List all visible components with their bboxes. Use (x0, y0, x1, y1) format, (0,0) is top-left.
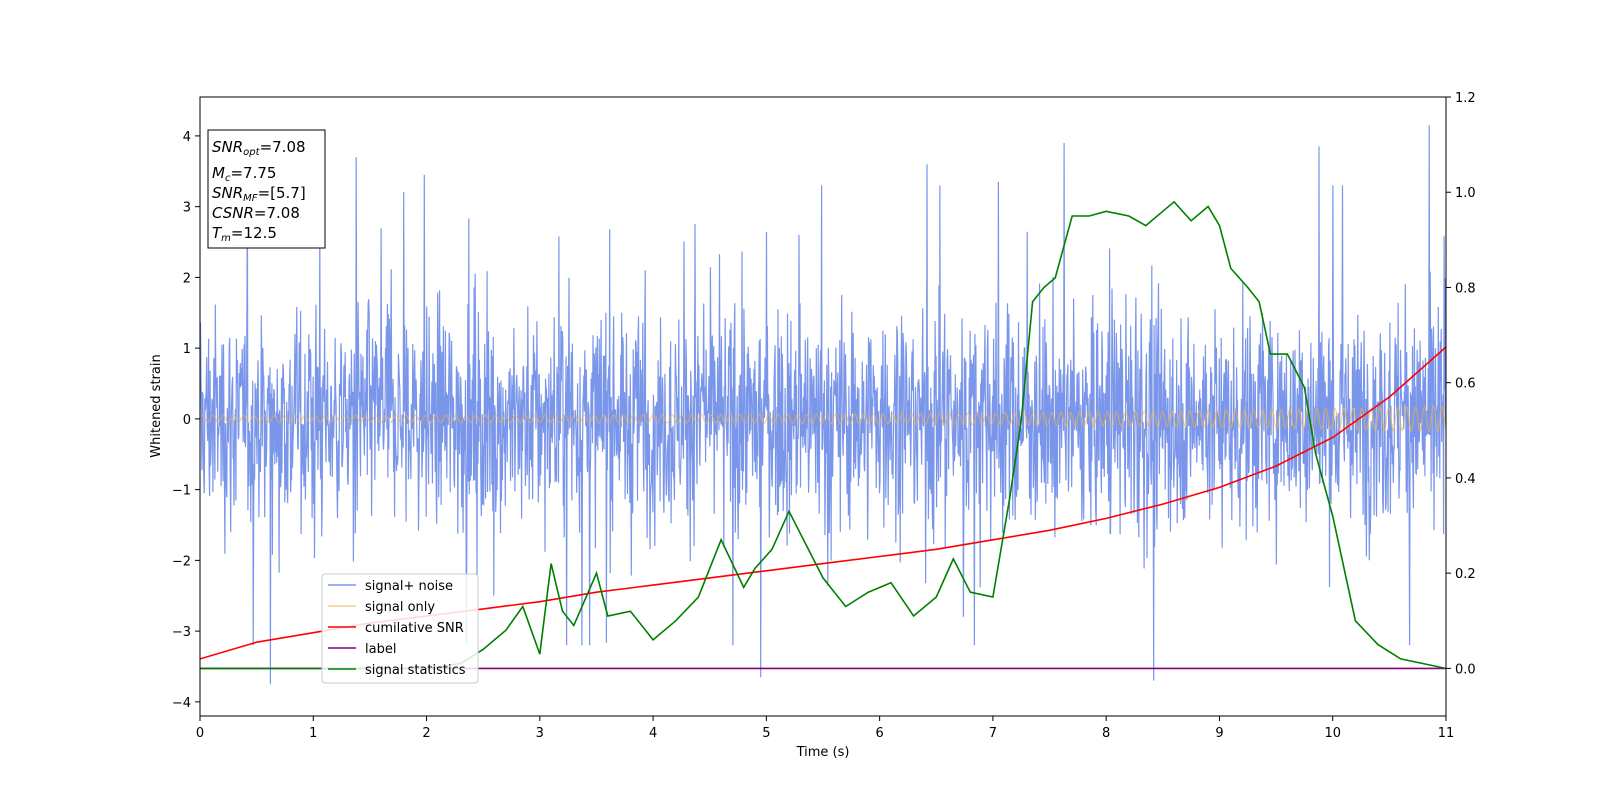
y-axis-right: 0.0 0.2 0.4 0.6 0.8 1.0 1.2 (1446, 91, 1476, 677)
x-tick-label: 0 (196, 726, 204, 741)
y2-tick-label: 0.6 (1455, 377, 1476, 392)
y2-tick-label: 0.8 (1455, 281, 1476, 296)
y-tick-label: −1 (172, 484, 191, 499)
legend-label-cumulative-snr: cumilative SNR (365, 621, 464, 636)
y2-tick-label: 0.0 (1455, 662, 1476, 677)
x-tick-label: 4 (649, 726, 657, 741)
y2-tick-label: 0.4 (1455, 472, 1476, 487)
x-tick-label: 8 (1102, 726, 1110, 741)
x-tick-label: 5 (762, 726, 770, 741)
y-tick-label: 1 (183, 342, 191, 357)
legend: signal+ noise signal only cumilative SNR… (321, 573, 479, 684)
annotation-box: SNRopt=7.08 Mc=7.75 SNRMF=[5.7] CSNR=7.0… (207, 129, 326, 249)
y-tick-label: 0 (183, 413, 191, 428)
y-axis-left: −4 −3 −2 −1 0 1 2 3 4 (172, 130, 200, 711)
y-tick-label: 2 (183, 271, 191, 286)
y-tick-label: 3 (183, 201, 191, 216)
legend-frame (321, 573, 479, 684)
series-signal-noise-line (200, 125, 1446, 685)
y-tick-label: −2 (172, 554, 191, 569)
x-tick-label: 7 (989, 726, 997, 741)
y-axis-label: Whitened strain (149, 354, 164, 457)
y2-tick-label: 1.2 (1455, 91, 1476, 106)
x-axis-label: Time (s) (796, 745, 850, 760)
y-tick-label: 4 (183, 130, 191, 145)
x-axis: 0 1 2 3 4 5 6 7 8 9 10 11 (196, 716, 1454, 741)
x-tick-label: 9 (1215, 726, 1223, 741)
annotation-line-csnr: CSNR=7.08 (212, 204, 300, 222)
x-tick-label: 6 (875, 726, 883, 741)
y-tick-label: −4 (172, 696, 191, 711)
y2-tick-label: 1.0 (1455, 186, 1476, 201)
annotation-line-snr-opt: SNRopt=7.08 (212, 138, 306, 158)
x-tick-label: 10 (1324, 726, 1341, 741)
plot-frame (199, 96, 1447, 717)
annotation-line-tm: Tm=12.5 (212, 224, 277, 244)
x-tick-label: 1 (309, 726, 317, 741)
legend-label-signal-noise: signal+ noise (365, 579, 453, 594)
legend-label-signal-statistics: signal statistics (365, 663, 466, 678)
x-tick-label: 3 (536, 726, 544, 741)
annotation-line-mc: Mc=7.75 (212, 164, 276, 184)
series-signal-statistics-line (200, 200, 1446, 670)
x-tick-label: 2 (422, 726, 430, 741)
annotation-line-snr-mf: SNRMF=[5.7] (212, 184, 306, 204)
legend-label-signal-only: signal only (365, 600, 435, 615)
y2-tick-label: 0.2 (1455, 567, 1476, 582)
x-tick-label: 11 (1438, 726, 1455, 741)
series-signal-only-line (200, 405, 1446, 433)
annotation-frame (207, 129, 326, 249)
legend-label-label: label (365, 642, 396, 657)
y-tick-label: −3 (172, 625, 191, 640)
